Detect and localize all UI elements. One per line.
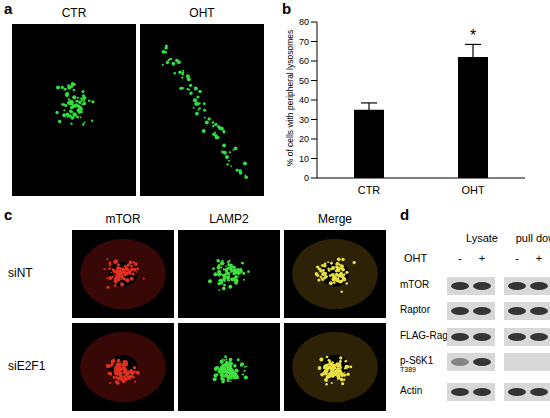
- svg-text:*: *: [470, 27, 476, 44]
- html-text:OHT: OHT: [404, 252, 428, 264]
- html-text:Lysate: Lysate: [466, 232, 498, 244]
- html-text:Raptor: Raptor: [400, 304, 430, 315]
- svg-text:30: 30: [299, 115, 309, 125]
- svg-text:0: 0: [304, 173, 309, 183]
- html-text:siNT: siNT: [8, 266, 33, 280]
- html-text:c: c: [4, 206, 13, 223]
- svg-text:40: 40: [299, 95, 309, 105]
- svg-text:CTR: CTR: [358, 184, 381, 196]
- svg-text:50: 50: [299, 76, 309, 86]
- html-text:b: b: [282, 0, 292, 17]
- html-text:mTOR: mTOR: [105, 212, 141, 226]
- html-text:d: d: [400, 206, 410, 223]
- html-text:mTOR: mTOR: [400, 279, 430, 290]
- html-text:a: a: [4, 0, 13, 17]
- svg-text:60: 60: [299, 56, 309, 66]
- svg-text:OHT: OHT: [461, 184, 485, 196]
- html-text:CTR: CTR: [61, 6, 87, 20]
- html-text:p-S6K1: p-S6K1: [400, 355, 434, 366]
- html-text:LAMP2: LAMP2: [209, 212, 249, 226]
- svg-text:70: 70: [299, 37, 309, 47]
- html-text:FLAG-RagB: FLAG-RagB: [400, 330, 455, 341]
- html-text:OHT: OHT: [189, 6, 215, 20]
- html-text:% of cells with peripheral lys: % of cells with peripheral lysosomes: [285, 29, 295, 167]
- html-text:T389: T389: [400, 366, 416, 373]
- html-text:Merge: Merge: [318, 212, 352, 226]
- svg-text:10: 10: [299, 154, 309, 164]
- html-text:Actin: Actin: [400, 385, 423, 396]
- html-text:siE2F1: siE2F1: [8, 359, 46, 373]
- svg-text:20: 20: [299, 134, 309, 144]
- svg-text:80: 80: [299, 17, 309, 27]
